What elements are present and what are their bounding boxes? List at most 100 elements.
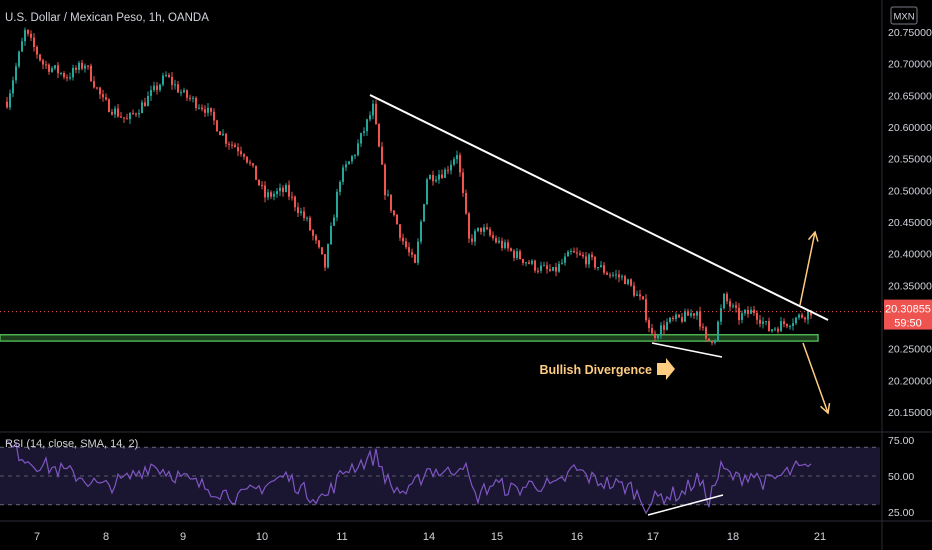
candle-body xyxy=(294,196,296,208)
candle-body xyxy=(471,238,473,242)
candle-body xyxy=(684,311,686,322)
price-tick-label: 20.65000 xyxy=(888,90,932,102)
bullish-projection-arrow[interactable] xyxy=(799,231,816,306)
candle-body xyxy=(552,267,554,271)
candle-body xyxy=(192,97,194,99)
candle-body xyxy=(264,185,266,198)
candle-body xyxy=(621,276,623,278)
candle-body xyxy=(111,111,113,115)
candle-body xyxy=(162,75,164,85)
candle-body xyxy=(45,64,47,66)
candle-body xyxy=(450,164,452,171)
candle-body xyxy=(546,265,548,270)
rsi-divergence-line[interactable] xyxy=(647,494,724,516)
drawings[interactable] xyxy=(0,94,882,415)
candle-body xyxy=(639,294,641,297)
candle-body xyxy=(321,247,323,255)
candle-body xyxy=(429,175,431,180)
candle-body xyxy=(567,251,569,257)
candle-body xyxy=(702,326,704,328)
candle-body xyxy=(405,241,407,248)
candle-body xyxy=(123,117,125,119)
candle-body xyxy=(435,179,437,182)
candle-body xyxy=(93,81,95,88)
candle-body xyxy=(627,279,629,285)
bearish-projection-arrow[interactable] xyxy=(802,342,829,414)
candle-body xyxy=(180,92,182,94)
candle-body xyxy=(468,213,470,239)
candle-body xyxy=(606,272,608,275)
candle-body xyxy=(327,244,329,268)
candle-body xyxy=(267,192,269,198)
candle-body xyxy=(555,267,557,272)
time-tick-label: 7 xyxy=(34,531,40,543)
candle-body xyxy=(789,325,791,327)
candle-body xyxy=(129,112,131,120)
candle-body xyxy=(543,265,545,267)
rsi-axis[interactable]: 75.00 50.00 25.00 xyxy=(888,435,914,519)
candle-body xyxy=(519,251,521,260)
candle-body xyxy=(579,253,581,255)
candle-body xyxy=(12,80,14,94)
candle-body xyxy=(645,299,647,321)
candle-body xyxy=(678,314,680,318)
candle-body xyxy=(171,76,173,85)
candle-body xyxy=(186,90,188,98)
candle-body xyxy=(222,133,224,136)
candle-body xyxy=(213,111,215,121)
candle-body xyxy=(720,308,722,322)
candle-body xyxy=(81,62,83,69)
candle-body xyxy=(615,274,617,276)
candle-body xyxy=(183,90,185,93)
candle-body xyxy=(99,87,101,95)
candle-body xyxy=(474,231,476,242)
time-axis[interactable]: 7 8 9 10 11 14 15 16 17 18 21 xyxy=(34,531,826,543)
candle-body xyxy=(339,181,341,192)
candle-body xyxy=(792,323,794,326)
candle-body xyxy=(732,305,734,307)
candle-body xyxy=(60,72,62,74)
candle-body xyxy=(762,321,764,324)
price-tick-label: 20.35000 xyxy=(888,280,932,292)
candle-body xyxy=(138,113,140,115)
price-axis[interactable]: 20.75000 20.70000 20.65000 20.60000 20.55000… xyxy=(888,27,932,419)
candle-body xyxy=(399,224,401,238)
rsi-tick-label: 50.00 xyxy=(888,471,914,483)
candle-body xyxy=(366,119,368,132)
price-tick-label: 20.45000 xyxy=(888,217,932,229)
candle-body xyxy=(114,108,116,115)
candle-body xyxy=(708,338,710,341)
rsi-tick-label: 25.00 xyxy=(888,507,914,519)
rsi-series xyxy=(6,440,812,516)
candle-body xyxy=(441,174,443,178)
candle-body xyxy=(798,314,800,318)
candle-body xyxy=(384,164,386,196)
price-divergence-line[interactable] xyxy=(651,342,723,358)
candle-body xyxy=(201,107,203,110)
resistance-trendline[interactable] xyxy=(369,94,829,321)
bullish-divergence-annotation[interactable]: Bullish Divergence xyxy=(539,358,675,380)
candle-body xyxy=(723,293,725,309)
candle-body xyxy=(576,252,578,254)
candle-body xyxy=(126,118,128,120)
candle-body xyxy=(516,251,518,259)
candle-body xyxy=(246,156,248,163)
candle-series xyxy=(6,27,812,346)
candle-body xyxy=(396,214,398,225)
price-tick-label: 20.15000 xyxy=(888,407,932,419)
candle-body xyxy=(492,235,494,239)
candle-body xyxy=(666,321,668,330)
candle-body xyxy=(30,33,32,38)
candle-body xyxy=(408,247,410,253)
currency-badge[interactable]: MXN xyxy=(890,6,918,25)
candle-body xyxy=(687,311,689,316)
candle-body xyxy=(204,109,206,113)
candle-body xyxy=(78,62,80,70)
candle-body xyxy=(144,102,146,107)
candle-body xyxy=(225,133,227,144)
support-zone-rect[interactable] xyxy=(0,333,819,342)
candle-body xyxy=(477,227,479,232)
support-zone[interactable] xyxy=(0,333,819,342)
candle-body xyxy=(117,108,119,117)
